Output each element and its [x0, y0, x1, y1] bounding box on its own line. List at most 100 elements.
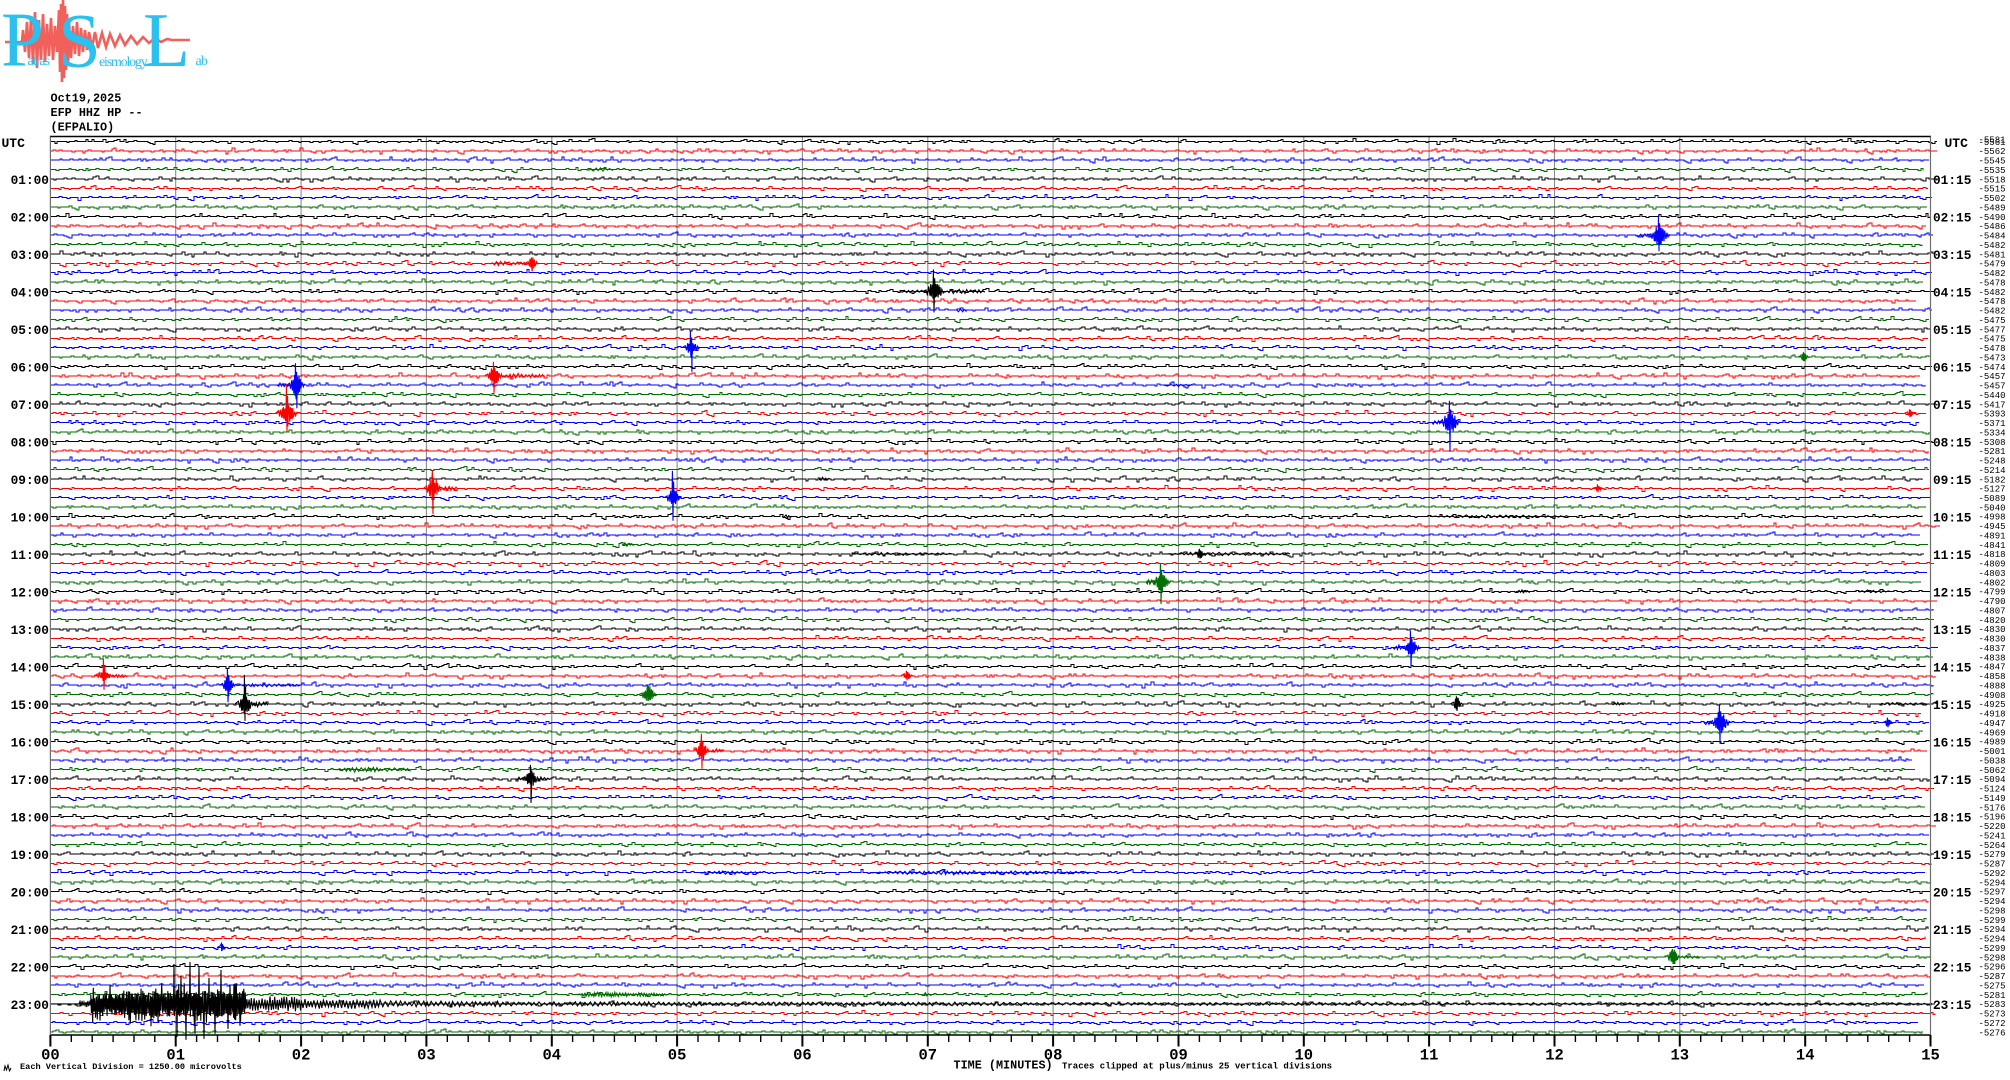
svg-text:-5457: -5457 — [1979, 382, 2006, 392]
svg-text:-5515: -5515 — [1979, 185, 2006, 195]
svg-text:06: 06 — [793, 1046, 812, 1064]
svg-text:-4820: -4820 — [1979, 616, 2006, 626]
svg-text:-5040: -5040 — [1979, 503, 2006, 513]
svg-text:07:15: 07:15 — [1933, 398, 1972, 413]
svg-text:-5294: -5294 — [1979, 925, 2006, 935]
svg-text:-5479: -5479 — [1979, 260, 2006, 270]
svg-text:-5478: -5478 — [1979, 297, 2006, 307]
svg-text:-4918: -4918 — [1979, 710, 2006, 720]
svg-text:08:00: 08:00 — [11, 435, 49, 450]
svg-text:-5486: -5486 — [1979, 222, 2006, 232]
svg-text:-4790: -4790 — [1979, 597, 2006, 607]
svg-text:-5294: -5294 — [1979, 935, 2006, 945]
svg-text:-4947: -4947 — [1979, 719, 2006, 729]
svg-text:-5482: -5482 — [1979, 241, 2006, 251]
svg-text:Traces clipped at plus/minus 2: Traces clipped at plus/minus 25 vertical… — [1062, 1062, 1332, 1072]
svg-text:-5214: -5214 — [1979, 466, 2006, 476]
svg-text:-4945: -4945 — [1979, 522, 2006, 532]
svg-text:-5272: -5272 — [1979, 1019, 2006, 1029]
svg-text:-5292: -5292 — [1979, 869, 2006, 879]
svg-text:Each Vertical Division = 1250.: Each Vertical Division = 1250.00 microvo… — [20, 1062, 242, 1072]
svg-text:(EFPALIO): (EFPALIO) — [51, 121, 115, 135]
svg-text:-4858: -4858 — [1979, 672, 2006, 682]
svg-text:-5299: -5299 — [1979, 916, 2006, 926]
svg-text:EFP HHZ HP --: EFP HHZ HP -- — [51, 106, 143, 120]
svg-text:-5518: -5518 — [1979, 175, 2006, 185]
svg-text:-4809: -4809 — [1979, 560, 2006, 570]
svg-text:-5241: -5241 — [1979, 832, 2006, 842]
svg-text:UTC: UTC — [2, 136, 26, 151]
svg-text:14: 14 — [1796, 1046, 1815, 1064]
svg-text:TIME (MINUTES): TIME (MINUTES) — [954, 1058, 1053, 1072]
svg-text:01:15: 01:15 — [1933, 173, 1972, 188]
svg-text:04: 04 — [542, 1046, 561, 1064]
svg-text:-5481: -5481 — [1979, 250, 2006, 260]
svg-text:-5182: -5182 — [1979, 475, 2006, 485]
svg-text:11: 11 — [1420, 1046, 1439, 1064]
svg-text:16:15: 16:15 — [1933, 735, 1972, 750]
svg-text:-5283: -5283 — [1979, 1000, 2006, 1010]
svg-text:07:00: 07:00 — [11, 398, 49, 413]
svg-text:-4837: -4837 — [1979, 644, 2006, 654]
svg-text:-5545: -5545 — [1979, 157, 2006, 167]
svg-text:-4838: -4838 — [1979, 653, 2006, 663]
svg-text:-5196: -5196 — [1979, 813, 2006, 823]
svg-text:02: 02 — [292, 1046, 311, 1064]
svg-text:-4888: -4888 — [1979, 682, 2006, 692]
svg-text:P: P — [1, 0, 44, 83]
svg-text:-4803: -4803 — [1979, 569, 2006, 579]
svg-text:05: 05 — [668, 1046, 687, 1064]
svg-text:atras: atras — [28, 54, 50, 69]
svg-text:-5299: -5299 — [1979, 944, 2006, 954]
svg-text:04:15: 04:15 — [1933, 285, 1972, 300]
svg-text:02:15: 02:15 — [1933, 210, 1972, 225]
svg-text:-5279: -5279 — [1979, 850, 2006, 860]
svg-text:02:00: 02:00 — [11, 210, 49, 225]
svg-text:13:15: 13:15 — [1933, 623, 1972, 638]
svg-text:20:00: 20:00 — [11, 885, 49, 900]
svg-text:14:15: 14:15 — [1933, 660, 1972, 675]
svg-text:13: 13 — [1670, 1046, 1689, 1064]
svg-text:-4799: -4799 — [1979, 588, 2006, 598]
svg-text:04:00: 04:00 — [11, 285, 49, 300]
svg-text:03:15: 03:15 — [1933, 248, 1972, 263]
svg-text:-5062: -5062 — [1979, 766, 2006, 776]
svg-text:17:00: 17:00 — [11, 773, 49, 788]
svg-text:eismology: eismology — [99, 55, 148, 70]
svg-text:-5296: -5296 — [1979, 963, 2006, 973]
svg-text:03: 03 — [417, 1046, 436, 1064]
svg-text:09:00: 09:00 — [11, 473, 49, 488]
svg-text:-5298: -5298 — [1979, 906, 2006, 916]
svg-text:-5502: -5502 — [1979, 194, 2006, 204]
svg-text:-5308: -5308 — [1979, 438, 2006, 448]
svg-text:00: 00 — [41, 1046, 60, 1064]
svg-text:22:00: 22:00 — [11, 960, 49, 975]
svg-text:19:00: 19:00 — [11, 848, 49, 863]
svg-text:12:15: 12:15 — [1933, 585, 1972, 600]
svg-text:-5475: -5475 — [1979, 335, 2006, 345]
svg-text:-4891: -4891 — [1979, 532, 2006, 542]
svg-text:-5094: -5094 — [1979, 775, 2006, 785]
svg-text:-5297: -5297 — [1979, 888, 2006, 898]
svg-text:-4998: -4998 — [1979, 513, 2006, 523]
svg-text:-5275: -5275 — [1979, 981, 2006, 991]
svg-text:05:15: 05:15 — [1933, 323, 1972, 338]
svg-text:21:15: 21:15 — [1933, 923, 1972, 938]
svg-text:10: 10 — [1294, 1046, 1313, 1064]
svg-text:-5001: -5001 — [1979, 747, 2006, 757]
svg-text:-5581: -5581 — [1979, 136, 2006, 146]
svg-text:-5482: -5482 — [1979, 269, 2006, 279]
svg-text:12: 12 — [1545, 1046, 1564, 1064]
svg-text:12:00: 12:00 — [11, 585, 49, 600]
svg-text:UTC: UTC — [1945, 136, 1969, 151]
svg-text:-5490: -5490 — [1979, 213, 2006, 223]
svg-text:18:00: 18:00 — [11, 810, 49, 825]
svg-text:-4830: -4830 — [1979, 635, 2006, 645]
svg-text:-5276: -5276 — [1979, 1028, 2006, 1038]
svg-text:-5477: -5477 — [1979, 325, 2006, 335]
svg-text:05:00: 05:00 — [11, 323, 49, 338]
svg-text:-5535: -5535 — [1979, 166, 2006, 176]
svg-text:-4802: -4802 — [1979, 578, 2006, 588]
svg-text:-5127: -5127 — [1979, 485, 2006, 495]
svg-text:-5393: -5393 — [1979, 410, 2006, 420]
